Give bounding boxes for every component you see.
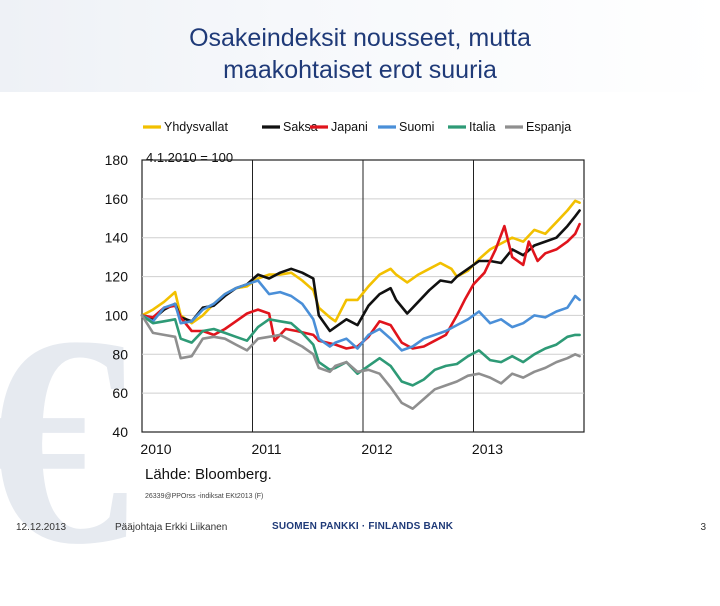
x-tick-label: 2013 [472,441,503,457]
page-number: 3 [700,522,706,533]
footer-bank-logo: SUOMEN PANKKI · FINLANDS BANK [272,521,454,532]
legend-label-saksa: Saksa [283,120,318,134]
x-tick-label: 2011 [251,441,281,457]
legend-label-japani: Japani [331,120,368,134]
code-note: 26339@PPOrss -indiksat EKt2013 (F) [145,493,263,500]
line-chart: 40 60 80 100 120 140 160 180 2010 2011 2012 2013 4.1… [105,120,585,500]
legend-label-suomi: Suomi [399,120,434,134]
y-tick-label: 140 [105,230,129,246]
title-line-1: Osakeindeksit nousseet, mutta [189,24,531,52]
slide-title: Osakeindeksit nousseet, mutta maakohtais… [0,22,720,86]
y-tick-label: 180 [105,152,129,168]
legend-label-espanja: Espanja [526,120,571,134]
footer-presenter: Pääjohtaja Erkki Liikanen [115,522,228,533]
legend-label-italia: Italia [469,120,495,134]
header-band [0,0,720,92]
x-tick-label: 2012 [361,441,392,457]
base-label: 4.1.2010 = 100 [146,150,233,165]
series-line-japani [140,222,581,350]
y-tick-label: 60 [112,385,128,401]
footer-date: 12.12.2013 [16,522,67,533]
title-line-2: maakohtaiset erot suuria [223,56,497,84]
series-line-espanja [140,314,581,410]
series-line-suomi [140,279,581,352]
series-line-italia [140,314,581,387]
y-tick-label: 120 [105,269,129,285]
legend-label-yhdysvallat: Yhdysvallat [164,120,228,134]
y-tick-label: 160 [105,191,129,207]
y-tick-label: 100 [105,307,129,323]
x-tick-label: 2010 [140,441,171,457]
source-note: Lähde: Bloomberg. [145,466,272,483]
y-tick-label: 40 [112,424,128,440]
y-tick-label: 80 [112,346,128,362]
